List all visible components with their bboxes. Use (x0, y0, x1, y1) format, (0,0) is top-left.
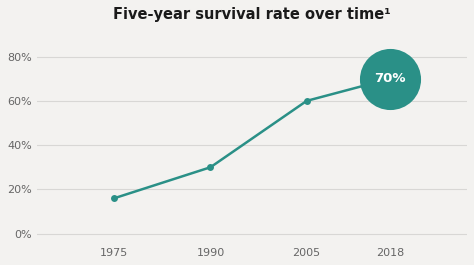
Text: 70%: 70% (374, 72, 406, 85)
Title: Five-year survival rate over time¹: Five-year survival rate over time¹ (113, 7, 391, 22)
